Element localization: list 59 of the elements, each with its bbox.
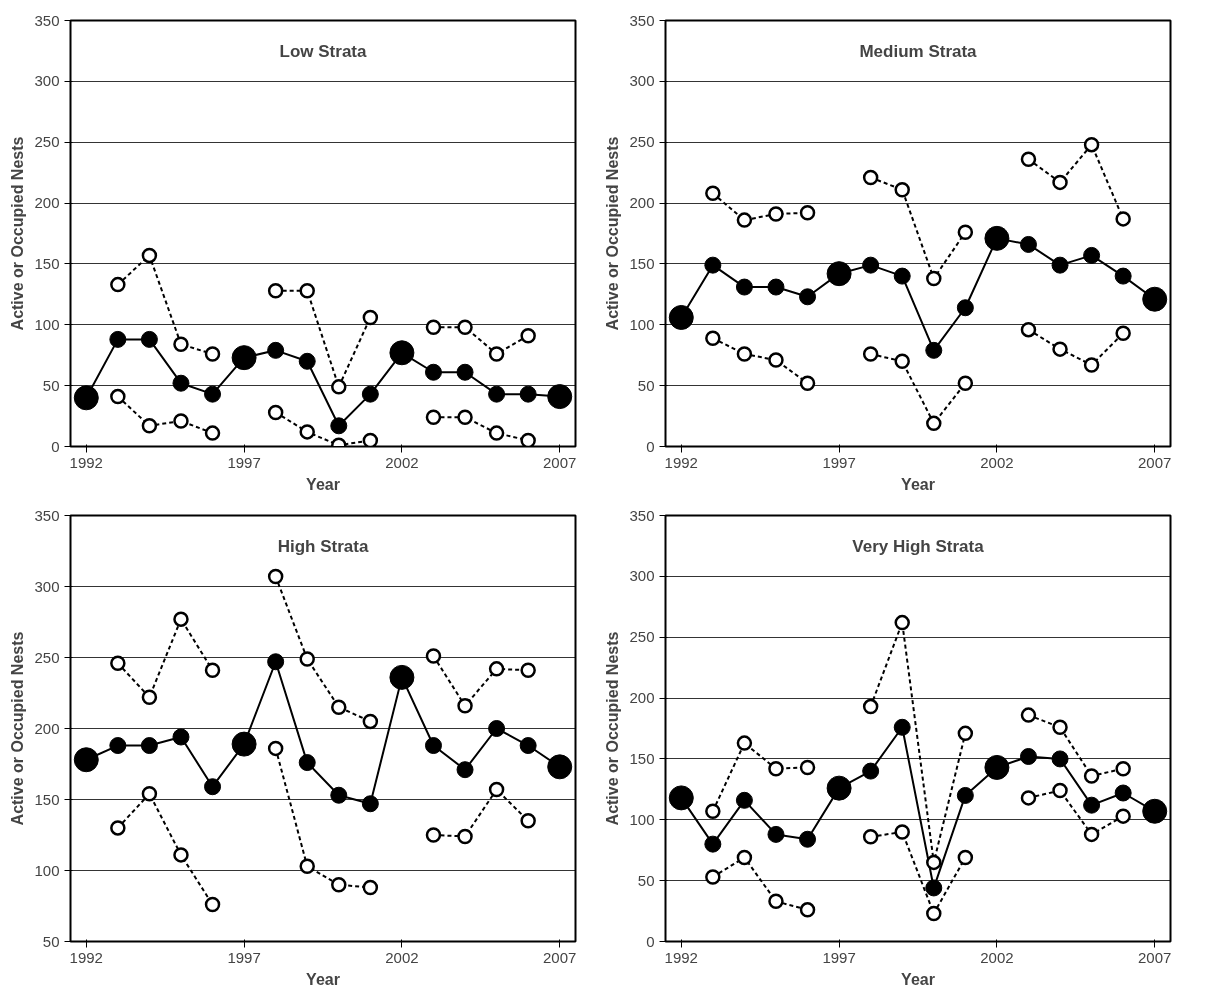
x-tick-label: 1997: [227, 948, 261, 966]
x-tick-label: 1992: [69, 948, 103, 966]
x-tick-label: 2002: [385, 948, 419, 966]
x-tick-label: 2007: [1138, 453, 1172, 471]
y-tick-label: 0: [646, 437, 655, 455]
y-axis-title: Active or Occupied Nests: [604, 136, 622, 331]
text: Very High Strata: [852, 536, 985, 556]
y-tick-label: 100: [34, 861, 60, 879]
y-tick-label: 100: [629, 315, 655, 333]
y-axis-title: Active or Occupied Nests: [9, 631, 27, 826]
y-tick-label: 200: [34, 719, 60, 737]
y-tick-label: 300: [34, 577, 60, 595]
y-tick-label: 250: [34, 648, 60, 666]
text: High Strata: [277, 536, 369, 556]
y-tick-label: 350: [34, 11, 60, 29]
y-tick-label: 250: [629, 133, 655, 151]
text: Medium Strata: [859, 41, 978, 61]
x-tick-label: 1997: [822, 453, 856, 471]
y-tick-label: 150: [629, 254, 655, 272]
y-tick-label: 300: [629, 72, 655, 90]
y-tick-label: 200: [629, 689, 655, 707]
x-tick-label: 2007: [543, 453, 577, 471]
x-tick-label: 1997: [227, 453, 261, 471]
y-tick-label: 150: [34, 790, 60, 808]
y-tick-label: 300: [629, 567, 655, 585]
x-tick-label: 2002: [980, 453, 1014, 471]
y-tick-label: 0: [646, 932, 655, 950]
x-tick-label: 1992: [69, 453, 103, 471]
y-tick-label: 50: [42, 376, 60, 394]
y-tick-label: 0: [51, 437, 60, 455]
y-tick-label: 200: [34, 194, 60, 212]
y-axis-title: Active or Occupied Nests: [604, 631, 622, 826]
y-tick-label: 50: [637, 376, 655, 394]
x-axis-title: Year: [901, 475, 935, 493]
x-tick-label: 2002: [385, 453, 419, 471]
x-tick-label: 1992: [664, 948, 698, 966]
x-tick-label: 2002: [980, 948, 1014, 966]
y-tick-label: 100: [629, 810, 655, 828]
y-tick-label: 250: [34, 133, 60, 151]
y-tick-label: 50: [637, 871, 655, 889]
x-axis-title: Year: [306, 475, 340, 493]
x-tick-label: 1992: [664, 453, 698, 471]
x-tick-label: 2007: [543, 948, 577, 966]
y-tick-label: 150: [629, 749, 655, 767]
x-tick-label: 1997: [822, 948, 856, 966]
y-tick-label: 250: [629, 628, 655, 646]
x-axis-title: Year: [901, 970, 935, 988]
text: Low Strata: [279, 41, 367, 61]
y-tick-label: 300: [34, 72, 60, 90]
y-tick-label: 350: [629, 506, 655, 524]
y-tick-label: 150: [34, 254, 60, 272]
y-tick-label: 350: [629, 11, 655, 29]
y-tick-label: 200: [629, 194, 655, 212]
y-tick-label: 100: [34, 315, 60, 333]
x-axis-title: Year: [306, 970, 340, 988]
x-tick-label: 2007: [1138, 948, 1172, 966]
y-axis-title: Active or Occupied Nests: [9, 136, 27, 331]
y-tick-label: 350: [34, 506, 60, 524]
y-tick-label: 50: [42, 932, 60, 950]
